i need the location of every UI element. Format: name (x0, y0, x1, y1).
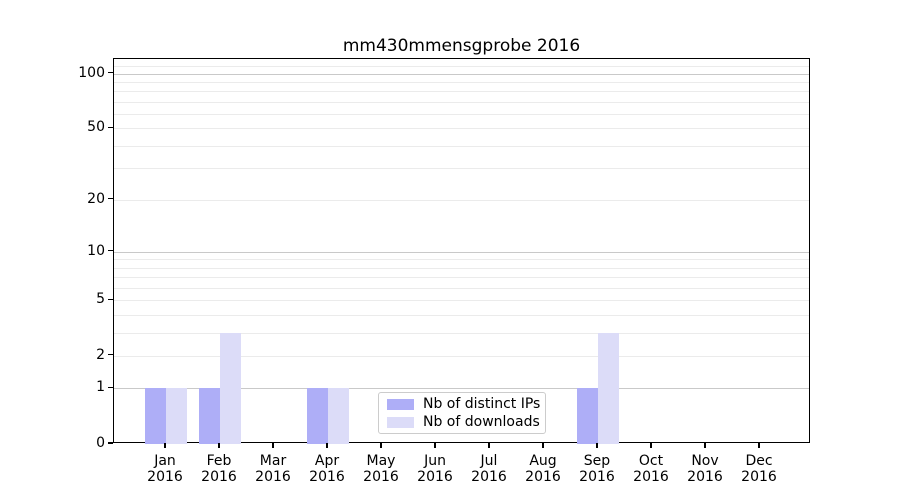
bar-feb-distinct-ips (199, 388, 220, 444)
gridline-y-40 (114, 145, 809, 147)
bar-jan-distinct-ips (145, 388, 166, 444)
x-tick-mark-nov (704, 443, 706, 448)
x-tick-mark-sep (596, 443, 598, 448)
legend-item-distinct-ips: Nb of distinct IPs (387, 395, 541, 412)
x-tick-mark-dec (758, 443, 760, 448)
x-tick-mark-oct (650, 443, 652, 448)
x-tick-mark-mar (272, 443, 274, 448)
bar-feb-downloads (220, 332, 241, 444)
bar-apr-downloads (328, 388, 349, 444)
x-tick-label-jan: Jan 2016 (147, 453, 183, 485)
y-tick-mark-1 (108, 386, 113, 388)
legend-swatch-downloads (387, 416, 414, 428)
y-tick-mark-0 (108, 442, 113, 444)
x-tick-label-jun: Jun 2016 (417, 453, 453, 485)
gridline-y-3 (114, 332, 809, 334)
gridline-y-110 (114, 65, 809, 67)
gridline-y-5 (114, 300, 809, 302)
plot-area: Nb of distinct IPs Nb of downloads (113, 58, 810, 444)
y-tick-mark-2 (108, 354, 113, 356)
x-tick-mark-may (380, 443, 382, 448)
y-tick-label-50: 50 (87, 119, 105, 136)
gridline-y-6 (114, 287, 809, 289)
gridline-y-20 (114, 199, 809, 201)
y-tick-label-0: 0 (96, 435, 105, 451)
x-tick-mark-jan (164, 443, 166, 448)
y-tick-label-2: 2 (96, 346, 105, 363)
gridline-y-50 (114, 128, 809, 130)
chart-title: mm430mmensgprobe 2016 (342, 36, 581, 56)
x-tick-mark-apr (326, 443, 328, 448)
y-tick-mark-5 (108, 298, 113, 300)
y-tick-label-5: 5 (96, 291, 105, 308)
y-tick-mark-50 (108, 126, 113, 128)
x-tick-label-sep: Sep 2016 (579, 453, 615, 485)
x-tick-mark-aug (542, 443, 544, 448)
gridline-y-80 (114, 91, 809, 93)
gridline-y-90 (114, 81, 809, 83)
bar-apr-distinct-ips (307, 388, 328, 444)
gridline-y-7 (114, 277, 809, 279)
x-tick-label-aug: Aug 2016 (525, 453, 561, 485)
x-tick-label-jul: Jul 2016 (471, 453, 507, 485)
gridline-y-10 (114, 251, 809, 253)
x-tick-label-may: May 2016 (363, 453, 399, 485)
gridline-y-60 (114, 113, 809, 115)
x-tick-label-dec: Dec 2016 (741, 453, 777, 485)
gridline-y-8 (114, 267, 809, 269)
bar-sep-downloads (598, 332, 619, 444)
gridline-y-4 (114, 314, 809, 316)
x-tick-label-oct: Oct 2016 (633, 453, 669, 485)
gridline-y-70 (114, 101, 809, 103)
x-tick-mark-jun (434, 443, 436, 448)
legend: Nb of distinct IPs Nb of downloads (378, 392, 546, 434)
legend-item-downloads: Nb of downloads (387, 413, 540, 430)
y-tick-mark-100 (108, 71, 113, 74)
x-tick-label-feb: Feb 2016 (201, 453, 237, 485)
x-tick-label-nov: Nov 2016 (687, 453, 723, 485)
legend-label-distinct-ips: Nb of distinct IPs (423, 395, 541, 412)
gridline-y-30 (114, 168, 809, 170)
legend-swatch-distinct-ips (387, 398, 414, 410)
y-tick-mark-20 (108, 197, 113, 200)
y-tick-label-20: 20 (87, 190, 105, 207)
bar-sep-distinct-ips (577, 388, 598, 444)
y-tick-label-100: 100 (78, 64, 105, 81)
x-tick-mark-feb (218, 443, 220, 448)
gridline-y-1 (114, 388, 809, 390)
x-tick-label-apr: Apr 2016 (309, 453, 345, 485)
legend-label-downloads: Nb of downloads (423, 413, 540, 430)
y-tick-label-10: 10 (87, 242, 105, 259)
y-tick-label-1: 1 (96, 379, 105, 396)
gridline-y-2 (114, 355, 809, 357)
gridline-y-100 (114, 73, 809, 75)
y-tick-mark-10 (108, 249, 113, 252)
gridline-y-9 (114, 259, 809, 261)
bar-jan-downloads (166, 388, 187, 444)
x-tick-label-mar: Mar 2016 (255, 453, 291, 485)
x-tick-mark-jul (488, 443, 490, 448)
